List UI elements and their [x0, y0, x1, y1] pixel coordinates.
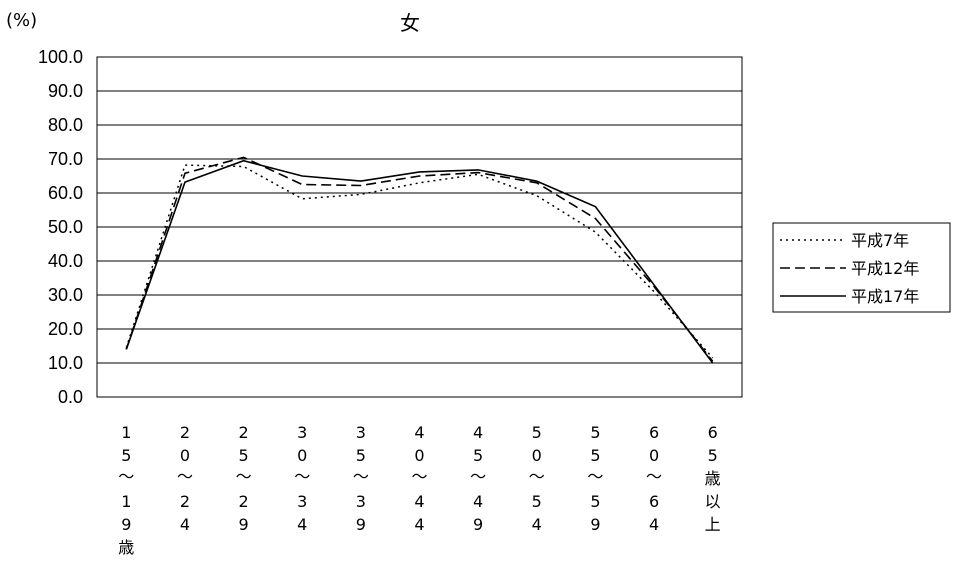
y-tick-label: 30.0: [48, 285, 83, 305]
x-category-label: 5 5 〜 5 9: [587, 423, 603, 534]
y-tick-label: 90.0: [48, 81, 83, 101]
x-tick-char: 〜: [236, 467, 252, 486]
x-tick-char: 3: [297, 423, 307, 442]
x-tick-char: 0: [649, 446, 659, 465]
x-tick-char: 1: [121, 492, 131, 511]
x-tick-char: 0: [180, 446, 190, 465]
y-tick-label: 10.0: [48, 353, 83, 373]
legend-label: 平成17年: [851, 287, 919, 306]
y-tick-label: 100.0: [38, 47, 83, 67]
x-tick-char: 〜: [470, 467, 486, 486]
x-category-label: 4 0 〜 4 4: [411, 423, 427, 534]
x-tick-char: 5: [532, 492, 542, 511]
y-tick-label: 70.0: [48, 149, 83, 169]
x-tick-char: 〜: [177, 467, 193, 486]
x-tick-char: 〜: [118, 467, 134, 486]
y-tick-label: 50.0: [48, 217, 83, 237]
x-tick-char: 5: [708, 446, 718, 465]
x-tick-char: 3: [356, 492, 366, 511]
y-tick-label: 20.0: [48, 319, 83, 339]
series-line-1: [125, 164, 714, 359]
legend-label: 平成7年: [851, 231, 909, 250]
x-tick-char: 4: [414, 423, 424, 442]
x-tick-char: 上: [705, 515, 721, 534]
x-tick-char: 6: [708, 423, 718, 442]
x-tick-char: 以: [705, 492, 721, 511]
x-tick-char: 5: [532, 423, 542, 442]
y-tick-label: 0.0: [58, 387, 83, 407]
y-axis-ticks: 100.0 90.0 80.0 70.0 60.0 50.0 40.0 30.0 20.0 10.…: [38, 47, 83, 407]
x-tick-char: 5: [238, 446, 248, 465]
x-tick-char: 4: [297, 515, 307, 534]
x-tick-char: 2: [238, 423, 248, 442]
x-tick-char: 4: [180, 515, 190, 534]
x-tick-char: 0: [414, 446, 424, 465]
x-tick-char: 5: [121, 446, 131, 465]
x-tick-char: 歳: [705, 469, 721, 488]
x-tick-char: 6: [649, 423, 659, 442]
y-tick-label: 60.0: [48, 183, 83, 203]
x-tick-char: 歳: [118, 538, 134, 557]
x-tick-char: 5: [473, 446, 483, 465]
x-category-label: 5 0 〜 5 4: [529, 423, 545, 534]
x-tick-char: 0: [297, 446, 307, 465]
y-tick-label: 80.0: [48, 115, 83, 135]
x-category-label: 3 5 〜 3 9: [353, 423, 369, 534]
x-category-label: 4 5 〜 4 9: [470, 423, 486, 534]
x-tick-char: 4: [414, 515, 424, 534]
x-tick-char: 9: [121, 515, 131, 534]
plot-area-frame: [96, 56, 743, 398]
x-tick-char: 2: [180, 423, 190, 442]
y-unit-label: (%): [6, 10, 37, 31]
x-tick-char: 〜: [529, 467, 545, 486]
x-category-label: 6 5 歳以上: [705, 423, 721, 534]
series-line-2: [125, 156, 714, 362]
series-line-3: [125, 159, 714, 364]
x-tick-char: 9: [356, 515, 366, 534]
x-tick-char: 1: [121, 423, 131, 442]
x-tick-char: 3: [297, 492, 307, 511]
x-tick-char: 4: [649, 515, 659, 534]
x-tick-char: 4: [532, 515, 542, 534]
x-tick-char: 9: [473, 515, 483, 534]
x-tick-char: 〜: [587, 467, 603, 486]
x-tick-char: 4: [473, 492, 483, 511]
x-tick-char: 4: [414, 492, 424, 511]
x-tick-char: 6: [649, 492, 659, 511]
x-tick-char: 4: [473, 423, 483, 442]
x-tick-char: 〜: [411, 467, 427, 486]
x-category-label: 1 5 〜 1 9 歳: [118, 423, 134, 557]
x-tick-char: 9: [238, 515, 248, 534]
x-tick-char: 〜: [353, 467, 369, 486]
x-tick-char: 5: [590, 492, 600, 511]
x-category-label: 3 0 〜 3 4: [294, 423, 310, 534]
x-tick-char: 5: [356, 446, 366, 465]
x-tick-char: 3: [356, 423, 366, 442]
x-axis-categories: 15〜19歳20〜2425〜2930〜3435〜3940〜4445〜4950〜5…: [118, 423, 720, 557]
y-tick-label: 40.0: [48, 251, 83, 271]
x-tick-char: 5: [590, 446, 600, 465]
x-category-label: 2 0 〜 2 4: [177, 423, 193, 534]
x-category-label: 2 5 〜 2 9: [236, 423, 252, 534]
x-tick-char: 〜: [294, 467, 310, 486]
x-tick-char: 2: [180, 492, 190, 511]
chart-title: 女: [400, 11, 420, 35]
legend-label: 平成12年: [851, 259, 919, 278]
x-tick-char: 0: [532, 446, 542, 465]
x-tick-char: 9: [590, 515, 600, 534]
x-tick-char: 5: [590, 423, 600, 442]
x-category-label: 6 0 〜 6 4: [646, 423, 662, 534]
x-tick-char: 2: [238, 492, 248, 511]
series-lines: [125, 156, 714, 364]
gridlines: [97, 56, 742, 398]
x-tick-char: 〜: [646, 467, 662, 486]
